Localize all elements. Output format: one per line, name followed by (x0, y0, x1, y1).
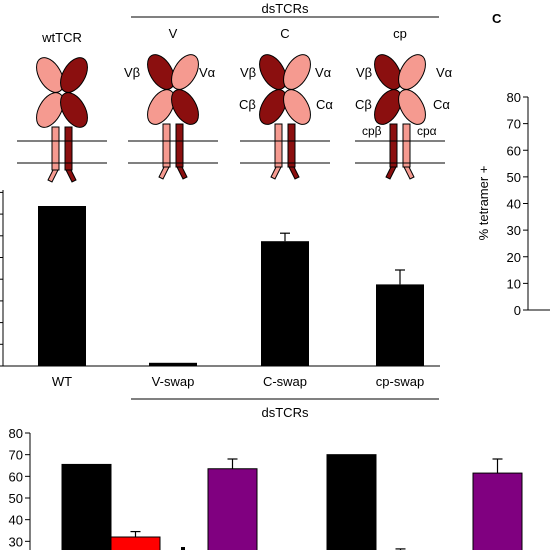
y-tick-label: 70 (9, 448, 23, 463)
transmembrane-stalk-left (389, 123, 398, 168)
y-tick-label: 50 (507, 170, 521, 185)
bar-series-0-group-0 (61, 463, 112, 550)
bar-v-swap (149, 362, 197, 366)
y-tick-label: 40 (9, 513, 23, 528)
tcr-diagram-c-swap (240, 54, 330, 180)
diagram-c-calpha-label: Cα (316, 97, 333, 112)
diagram-cp-cpalpha-label: cpα (417, 124, 437, 138)
bar-marker (181, 547, 185, 550)
y-tick-label: 30 (9, 534, 23, 549)
cytoplasmic-tail-left (158, 166, 170, 180)
diagram-cp-vbeta-label: Vβ (356, 65, 372, 80)
y-tick-label: 50 (9, 491, 23, 506)
cytoplasmic-tail-left (270, 166, 282, 180)
bar-series-3-group-0 (207, 468, 258, 550)
y-tick-label: 20 (507, 250, 521, 265)
transmembrane-stalk-left (274, 123, 283, 168)
bar-series-0-group-1 (326, 454, 377, 550)
diagram-cp-cbeta-label: Cβ (355, 97, 372, 112)
c-domain-right (60, 92, 88, 128)
chart-panel-c: 80 70 60 50 40 30 20 10 0 % tetramer + (476, 90, 550, 318)
transmembrane-stalk-left (51, 126, 60, 171)
transmembrane-stalk-right (402, 123, 411, 168)
bar-wt (38, 206, 86, 366)
diagram-v-valpha-label: Vα (199, 65, 216, 80)
y-tick-label: 80 (9, 426, 23, 441)
bar-cp-swap (376, 284, 424, 366)
cytoplasmic-tail-right (65, 169, 77, 183)
y-tick-label: 30 (507, 223, 521, 238)
bar-series-1-group-0 (110, 536, 161, 550)
v-domain-right (171, 54, 199, 90)
x-tick-label: C-swap (263, 374, 307, 389)
v-domain-left (147, 54, 175, 90)
dstcrs-header-label: dsTCRs (262, 1, 309, 16)
c-domain-right (171, 89, 199, 125)
cytoplasmic-tail-right (288, 166, 300, 180)
cytoplasmic-tail-right (176, 166, 188, 180)
tcr-diagram-cp-swap (355, 54, 445, 180)
panel-c-label: C (492, 11, 502, 26)
v-domain-left (259, 54, 287, 90)
c-domain-right (283, 89, 311, 125)
y-tick-label: 40 (507, 197, 521, 212)
c-domain-left (259, 89, 287, 125)
diagram-cp-calpha-label: Cα (433, 97, 450, 112)
x-tick-label: cp-swap (376, 374, 424, 389)
cytoplasmic-tail-right (403, 166, 415, 180)
transmembrane-stalk-right (175, 123, 184, 168)
diagram-title-c: C (280, 26, 289, 41)
y-tick-label: 10 (507, 276, 521, 291)
transmembrane-stalk-left (162, 123, 171, 168)
diagram-title-wt: wtTCR (41, 30, 82, 45)
chart-tetramer-binding: WT V-swap C-swap cp-swap (0, 190, 440, 389)
transmembrane-stalk-right (64, 126, 73, 171)
y-tick-label: 70 (507, 117, 521, 132)
y-tick-label: 0 (514, 303, 521, 318)
diagram-title-v: V (169, 26, 178, 41)
tcr-diagram-v-swap (128, 54, 218, 180)
cytoplasmic-tail-left (47, 169, 59, 183)
c-domain-left (374, 89, 402, 125)
tcr-diagram-wt (17, 57, 107, 183)
dstcrs-group-label: dsTCRs (262, 405, 309, 420)
y-tick-label: 60 (507, 143, 521, 158)
c-domain-left (36, 92, 64, 128)
diagram-c-vbeta-label: Vβ (240, 65, 256, 80)
x-tick-label: V-swap (152, 374, 195, 389)
diagram-c-valpha-label: Vα (315, 65, 332, 80)
y-axis-label: % tetramer + (476, 166, 491, 241)
diagram-cp-cpbeta-label: cpβ (362, 124, 382, 138)
v-domain-right (60, 57, 88, 93)
v-domain-right (398, 54, 426, 90)
c-domain-right (398, 89, 426, 125)
c-domain-left (147, 89, 175, 125)
diagram-v-vbeta-label: Vβ (124, 65, 140, 80)
v-domain-right (283, 54, 311, 90)
bar-series-3-group-1 (472, 472, 523, 550)
x-tick-label: WT (52, 374, 72, 389)
bar-c-swap (261, 241, 309, 366)
diagram-title-cp: cp (393, 26, 407, 41)
y-tick-label: 80 (507, 90, 521, 105)
cytoplasmic-tail-left (385, 166, 397, 180)
diagram-c-cbeta-label: Cβ (239, 97, 256, 112)
v-domain-left (374, 54, 402, 90)
diagram-cp-valpha-label: Vα (436, 65, 453, 80)
y-tick-label: 60 (9, 469, 23, 484)
transmembrane-stalk-right (287, 123, 296, 168)
v-domain-left (36, 57, 64, 93)
